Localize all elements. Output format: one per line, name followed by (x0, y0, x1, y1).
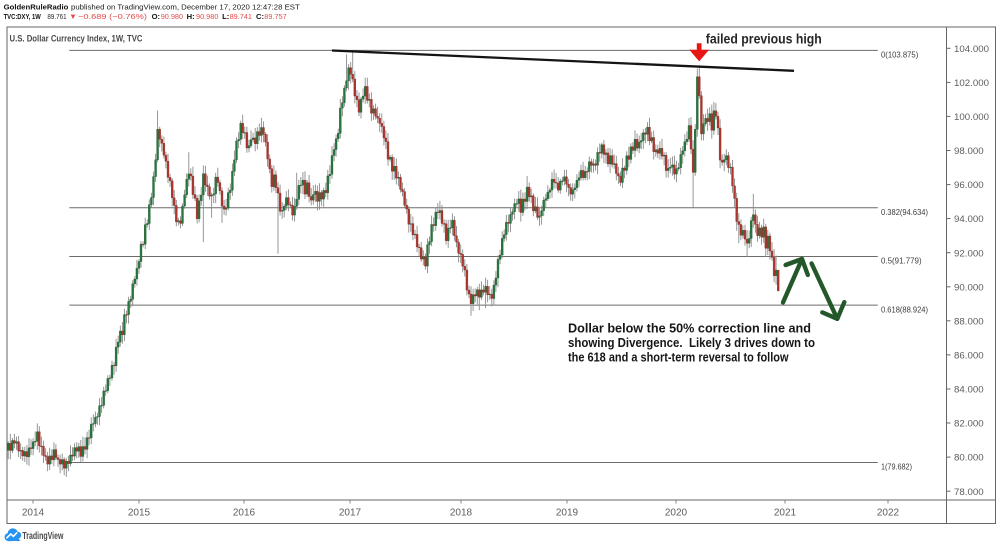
svg-text:80.000: 80.000 (954, 453, 984, 464)
svg-text:78.000: 78.000 (954, 487, 984, 498)
svg-text:TradingView: TradingView (22, 531, 63, 542)
svg-text:U.S. Dollar Currency Index, 1W: U.S. Dollar Currency Index, 1W, TVC (10, 34, 143, 45)
svg-text:2016: 2016 (233, 508, 256, 519)
svg-text:showing Divergence. Likely 3: showing Divergence. Likely 3 drives down… (568, 336, 815, 350)
svg-text:2015: 2015 (128, 508, 151, 519)
svg-text:98.000: 98.000 (954, 146, 984, 157)
svg-text:0(103.875): 0(103.875) (881, 50, 918, 60)
svg-text:2017: 2017 (339, 508, 362, 519)
svg-text:96.000: 96.000 (954, 180, 984, 191)
svg-text:Dollar below the 50% correctio: Dollar below the 50% correction line and (568, 321, 811, 335)
svg-text:failed previous high: failed previous high (706, 32, 822, 47)
svg-text:2021: 2021 (774, 508, 797, 519)
svg-text:90.000: 90.000 (954, 282, 984, 293)
svg-text:92.000: 92.000 (954, 248, 984, 259)
svg-text:88.000: 88.000 (954, 316, 984, 327)
svg-text:102.000: 102.000 (954, 78, 989, 89)
svg-text:2018: 2018 (450, 508, 473, 519)
svg-text:104.000: 104.000 (954, 44, 989, 55)
svg-text:82.000: 82.000 (954, 419, 984, 430)
svg-text:0.382(94.634): 0.382(94.634) (881, 207, 928, 217)
svg-text:0.5(91.779): 0.5(91.779) (881, 256, 922, 266)
svg-text:84.000: 84.000 (954, 385, 984, 396)
svg-text:86.000: 86.000 (954, 351, 984, 362)
svg-text:2020: 2020 (665, 508, 688, 519)
svg-text:2014: 2014 (22, 508, 45, 519)
svg-text:GoldenRuleRadio published on T: GoldenRuleRadio published on TradingView… (4, 2, 301, 11)
svg-text:94.000: 94.000 (954, 214, 984, 225)
svg-text:2019: 2019 (556, 508, 579, 519)
svg-text:0.618(88.924): 0.618(88.924) (881, 304, 928, 314)
svg-text:2022: 2022 (877, 508, 900, 519)
svg-text:1(79.682): 1(79.682) (881, 462, 912, 472)
svg-text:100.000: 100.000 (954, 112, 989, 123)
svg-text:the 618 and a short-term rever: the 618 and a short-term reversal to fol… (568, 350, 789, 364)
